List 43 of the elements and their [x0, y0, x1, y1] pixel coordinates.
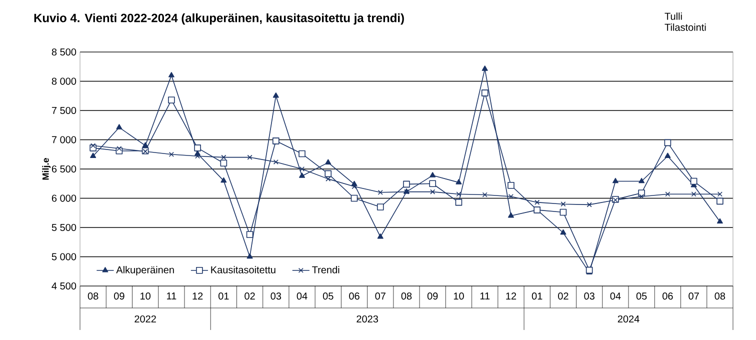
legend-label: Alkuperäinen [116, 266, 174, 276]
text: Tulli Tilastointi [664, 12, 706, 31]
x-tick-label: 05 [636, 292, 647, 300]
y-tick-label: 8 500 [52, 48, 76, 56]
x-tick-label: 01 [532, 292, 542, 300]
y-axis-title: Milj.e [42, 158, 51, 180]
x-tick-label: 06 [662, 292, 673, 300]
x-tick-label: 10 [140, 292, 150, 300]
x-tick-label: 04 [296, 292, 308, 300]
x-tick-label: 08 [401, 292, 412, 300]
text: 2023 [356, 315, 378, 323]
text: 2024 [618, 315, 640, 323]
y-tick-label: 5 000 [52, 253, 76, 260]
x-tick-label: 04 [610, 292, 621, 300]
y-tick-label: 4 500 [52, 282, 76, 290]
x-tick-label: 10 [454, 292, 464, 300]
x-tick-label: 08 [88, 292, 98, 300]
legend-label: Kausitasoitettu [211, 266, 276, 274]
legend-label: Trendi [312, 266, 340, 274]
x-tick-label: 02 [244, 292, 255, 300]
text: 2022 [134, 315, 156, 323]
y-tick-label: 6 000 [52, 194, 76, 202]
x-tick-label: 11 [167, 292, 176, 300]
y-tick-label: 7 500 [52, 106, 76, 114]
x-tick-label: 07 [688, 292, 699, 300]
x-tick-label: 09 [427, 292, 438, 300]
x-tick-label: 12 [192, 292, 203, 300]
y-tick-label: 7 000 [52, 136, 76, 144]
x-tick-label: 07 [375, 292, 386, 300]
x-tick-label: 12 [506, 292, 516, 300]
x-tick-label: 01 [218, 292, 229, 300]
x-tick-label: 02 [558, 292, 568, 300]
y-tick-label: 8 000 [52, 78, 76, 85]
chart-title: Kuvio 4. Vienti 2022-2024 (alkuperäinen, kausitasoitettu ja trendi) [34, 13, 404, 25]
x-tick-label: 03 [270, 292, 282, 300]
x-tick-label: 05 [322, 292, 334, 300]
x-tick-label: 03 [584, 292, 594, 300]
x-tick-label: 11 [480, 292, 490, 300]
y-tick-label: 5 500 [52, 224, 76, 232]
x-tick-label: 09 [114, 292, 124, 300]
x-tick-label: 06 [349, 292, 360, 300]
x-tick-label: 08 [714, 292, 726, 300]
y-tick-label: 6 500 [52, 165, 76, 173]
